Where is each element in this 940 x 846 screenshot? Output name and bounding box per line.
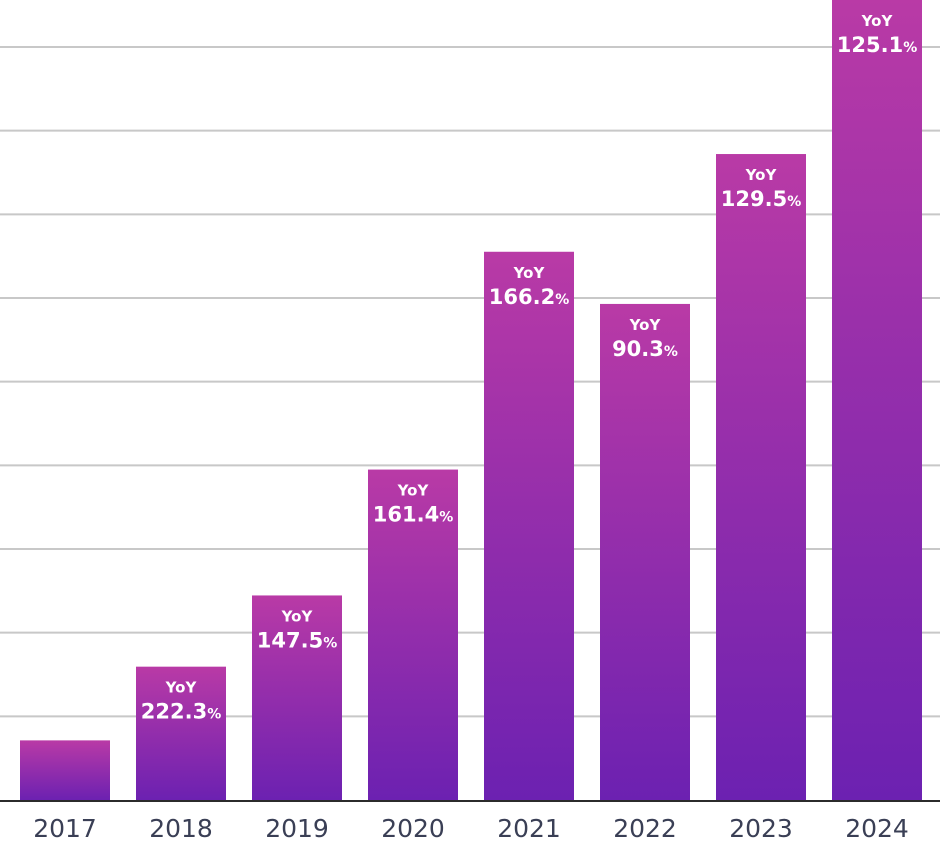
yoy-label-2018: YoY [165,679,198,697]
x-tick-label: 2017 [33,814,97,843]
yoy-label-2019: YoY [281,607,314,625]
bar-2021 [484,251,574,801]
bar-2020 [368,469,458,800]
yoy-value-2018: 222.3% [141,700,221,724]
bar-annotations: YoY 222.3% YoY 147.5% YoY 161.4% YoY 166.2% YoY 9… [141,12,917,724]
gridlines [0,46,940,718]
bar-2019 [252,595,342,800]
yoy-label-2023: YoY [745,166,778,184]
yoy-label-2021: YoY [513,264,546,282]
bar-2017 [20,740,110,800]
bar-2024 [832,0,922,800]
yoy-value-2019: 147.5% [257,628,337,652]
yoy-value-2023: 129.5% [721,187,801,211]
yoy-value-2022: 90.3% [612,337,678,361]
x-tick-label: 2024 [845,814,909,843]
bar-2018 [136,666,226,800]
bar-2023 [716,154,806,801]
bar-2022 [600,303,690,800]
x-axis: 2017 2018 2019 2020 2021 2022 2023 2024 [0,800,940,843]
x-tick-label: 2021 [497,814,561,843]
x-tick-label: 2019 [265,814,329,843]
yoy-value-2020: 161.4% [373,503,453,527]
yoy-label-2020: YoY [397,482,430,500]
x-tick-label: 2020 [381,814,445,843]
yoy-label-2022: YoY [629,316,662,334]
x-tick-label: 2023 [729,814,793,843]
yoy-value-2024: 125.1% [837,33,917,57]
yoy-value-2021: 166.2% [489,285,569,309]
bars [20,0,922,801]
x-tick-label: 2022 [613,814,677,843]
yoy-label-2024: YoY [861,12,894,30]
x-tick-label: 2018 [149,814,213,843]
